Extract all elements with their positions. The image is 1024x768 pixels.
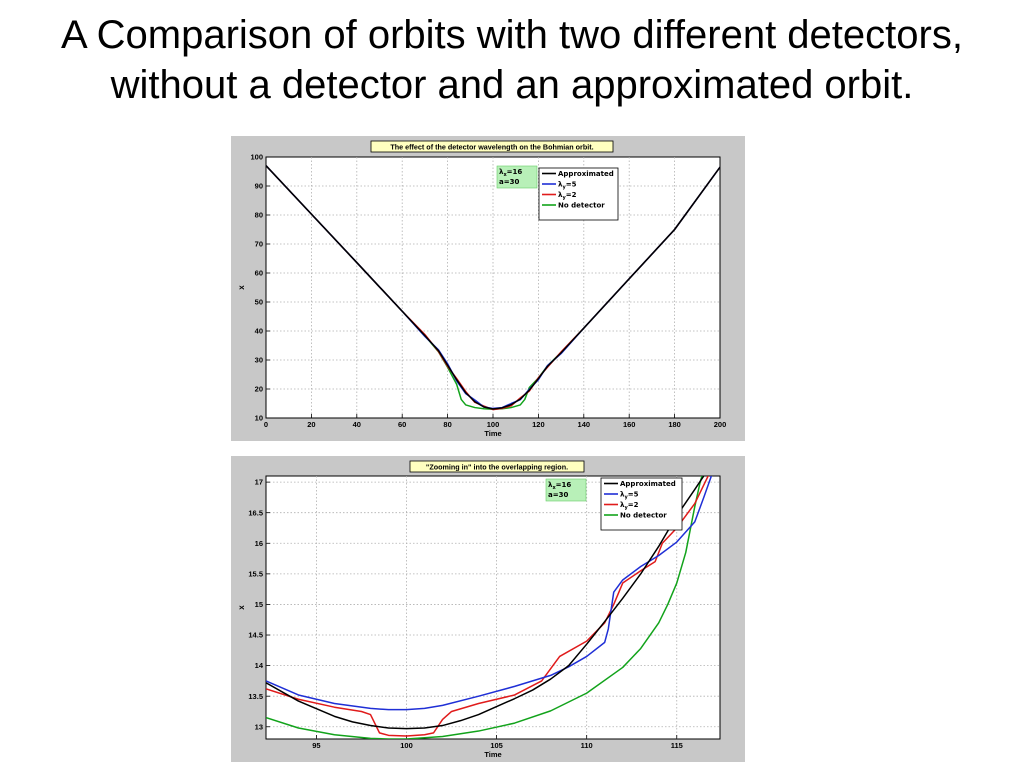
- x-tick-label: 95: [312, 741, 320, 750]
- legend-entry: λy=5: [558, 181, 577, 191]
- x-tick-label: 115: [671, 741, 683, 750]
- x-tick-label: 100: [400, 741, 413, 750]
- chart-title-box: [409, 460, 585, 473]
- x-tick-label: 80: [443, 420, 451, 429]
- y-tick-label: 10: [255, 414, 263, 423]
- legend-entry: No detector: [620, 512, 667, 520]
- legend-entry: λy=5: [620, 491, 639, 501]
- param-a: a=30: [548, 491, 568, 499]
- y-axis-label: x: [237, 605, 246, 610]
- y-tick-label: 20: [255, 385, 263, 394]
- y-tick-label: 30: [255, 356, 263, 365]
- param-lambda-x: λx=16: [499, 168, 522, 178]
- param-box: [545, 478, 587, 502]
- y-tick-label: 17: [255, 478, 263, 487]
- legend-entry: λy=2: [558, 191, 577, 201]
- y-tick-label: 16.5: [248, 508, 263, 517]
- slide-title: A Comparison of orbits with two differen…: [0, 10, 1024, 110]
- series-line-3: [266, 476, 703, 739]
- series-line-0: [266, 165, 720, 410]
- chart-title: The effect of the detector wavelength on…: [390, 142, 593, 151]
- chart-full-orbit: 0 20 40 60 80 100 120 140 160 180 200 10 20 30 40 50 60 7…: [237, 140, 727, 438]
- chart-zoomed-orbit: 95 100 105 110 115 13 13.5 14 14.5 15 15.5 16 16.5 17…: [237, 460, 721, 759]
- slide-title-line-2: without a detector and an approximated o…: [110, 63, 914, 107]
- legend-entry: λy=2: [620, 501, 639, 511]
- y-axis-label: x: [237, 285, 246, 290]
- x-tick-label: 110: [581, 741, 593, 750]
- y-tick-label: 13.5: [248, 692, 263, 701]
- x-tick-label: 100: [487, 420, 500, 429]
- figure-zoomed-orbit: 95 100 105 110 115 13 13.5 14 14.5 15 15.5 16 16.5 17…: [231, 456, 745, 762]
- y-tick-label: 16: [255, 539, 263, 548]
- x-tick-label: 105: [490, 741, 503, 750]
- series-line-2: [266, 476, 709, 737]
- x-tick-label: 40: [353, 420, 361, 429]
- param-box: [496, 165, 538, 189]
- chart-title-box: [370, 140, 614, 153]
- series-group: [266, 165, 720, 411]
- figure-full-orbit: 0 20 40 60 80 100 120 140 160 180 200 10 20 30 40 50 60 7…: [231, 136, 745, 441]
- y-tick-label: 40: [255, 327, 263, 336]
- y-tick-label: 14: [255, 661, 264, 670]
- param-lambda-x: λx=16: [548, 481, 571, 491]
- legend-entry: Approximated: [558, 170, 614, 178]
- legend-entry: No detector: [558, 202, 605, 210]
- x-axis-label: Time: [484, 429, 501, 438]
- x-tick-label: 140: [578, 420, 591, 429]
- x-tick-label: 200: [714, 420, 727, 429]
- legend-box: [600, 477, 683, 531]
- y-tick-label: 60: [255, 269, 263, 278]
- y-tick-label: 15: [255, 600, 263, 609]
- y-tick-label: 14.5: [248, 631, 263, 640]
- x-tick-label: 20: [307, 420, 315, 429]
- x-axis-label: Time: [484, 750, 501, 759]
- y-tick-label: 100: [250, 153, 263, 162]
- series-group: [266, 476, 713, 739]
- series-line-0: [266, 476, 705, 730]
- x-tick-label: 180: [668, 420, 681, 429]
- chart-title: "Zooming in" into the overlapping region…: [426, 462, 568, 471]
- y-tick-label: 80: [255, 211, 263, 220]
- y-tick-label: 13: [255, 722, 263, 731]
- slide-title-line-1: A Comparison of orbits with two differen…: [61, 13, 963, 57]
- y-tick-label: 90: [255, 182, 263, 191]
- x-tick-label: 0: [264, 420, 268, 429]
- y-tick-label: 70: [255, 240, 263, 249]
- x-tick-label: 160: [623, 420, 636, 429]
- series-line-1: [266, 476, 713, 711]
- y-tick-label: 15.5: [248, 569, 263, 578]
- legend-entry: Approximated: [620, 480, 676, 488]
- x-tick-label: 120: [532, 420, 545, 429]
- y-tick-label: 50: [255, 298, 263, 307]
- param-a: a=30: [499, 178, 519, 186]
- x-tick-label: 60: [398, 420, 406, 429]
